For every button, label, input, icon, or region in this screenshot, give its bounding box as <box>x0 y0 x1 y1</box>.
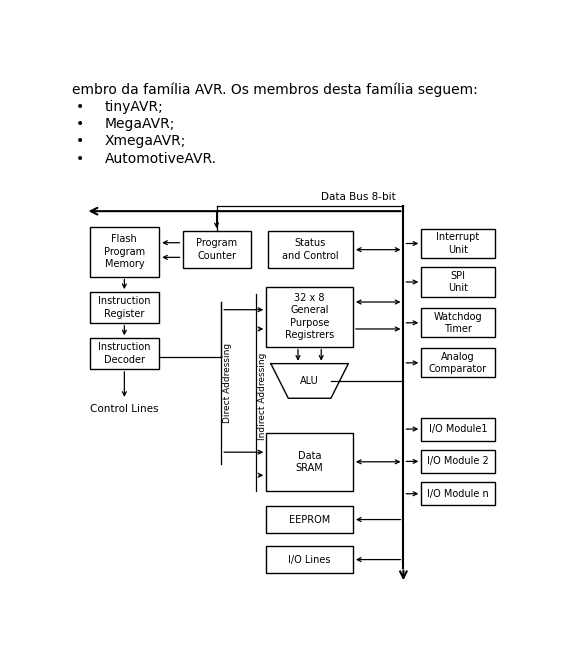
Bar <box>266 433 353 491</box>
Bar <box>421 417 495 441</box>
Bar <box>421 450 495 473</box>
Text: Interrupt
Unit: Interrupt Unit <box>436 232 480 255</box>
Text: AutomotiveAVR.: AutomotiveAVR. <box>105 152 217 166</box>
Text: •: • <box>76 100 85 114</box>
Text: Instruction
Decoder: Instruction Decoder <box>98 342 150 365</box>
Text: tinyAVR;: tinyAVR; <box>105 100 164 114</box>
Bar <box>268 231 353 268</box>
Bar <box>421 482 495 505</box>
Text: Instruction
Register: Instruction Register <box>98 297 150 319</box>
Text: ALU: ALU <box>300 376 319 386</box>
Text: I/O Module n: I/O Module n <box>427 489 489 499</box>
Text: SPI
Unit: SPI Unit <box>448 271 468 293</box>
Text: Program
Counter: Program Counter <box>196 239 237 261</box>
Text: Data
SRAM: Data SRAM <box>296 451 324 473</box>
Bar <box>266 287 353 346</box>
Text: Data Bus 8-bit: Data Bus 8-bit <box>321 192 396 202</box>
Bar <box>90 226 159 277</box>
Text: 32 x 8
General
Purpose
Registrers: 32 x 8 General Purpose Registrers <box>285 293 334 340</box>
Text: MegaAVR;: MegaAVR; <box>105 117 176 131</box>
Text: Control Lines: Control Lines <box>90 403 159 414</box>
Text: •: • <box>76 134 85 148</box>
Bar <box>421 268 495 297</box>
Bar <box>421 348 495 377</box>
Text: EEPROM: EEPROM <box>289 514 330 525</box>
Text: Analog
Comparator: Analog Comparator <box>429 352 487 374</box>
Bar <box>421 308 495 337</box>
Bar <box>421 229 495 258</box>
Text: I/O Module1: I/O Module1 <box>429 424 488 434</box>
Text: •: • <box>76 152 85 166</box>
Bar <box>90 338 159 369</box>
Text: Status
and Control: Status and Control <box>282 239 339 261</box>
Text: Direct Addressing: Direct Addressing <box>223 343 232 423</box>
Text: I/O Module 2: I/O Module 2 <box>427 457 489 466</box>
Text: Flash
Program
Memory: Flash Program Memory <box>104 234 145 269</box>
Text: Indirect Addressing: Indirect Addressing <box>258 353 267 440</box>
Bar <box>182 231 251 268</box>
Text: XmegaAVR;: XmegaAVR; <box>105 134 186 148</box>
Text: •: • <box>76 117 85 131</box>
Text: embro da família AVR. Os membros desta família seguem:: embro da família AVR. Os membros desta f… <box>72 83 477 97</box>
Bar <box>266 506 353 533</box>
Text: Watchdog
Timer: Watchdog Timer <box>434 312 482 334</box>
Bar <box>266 546 353 573</box>
Bar <box>90 292 159 323</box>
Text: I/O Lines: I/O Lines <box>288 554 331 565</box>
